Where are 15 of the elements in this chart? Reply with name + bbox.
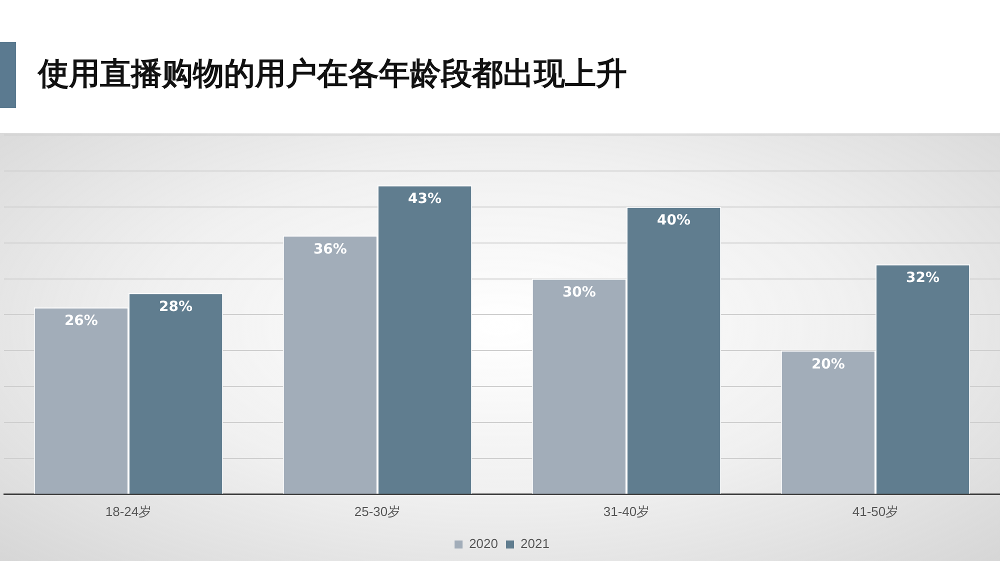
x-tick-label: 31-40岁 [603,504,650,519]
x-tick-label: 25-30岁 [354,504,401,519]
data-label: 36% [313,241,347,258]
data-label: 26% [64,313,98,330]
x-tick-label: 18-24岁 [105,504,152,519]
data-label: 40% [657,212,691,229]
data-label: 28% [159,298,193,315]
chart-title: 使用直播购物的用户在各年龄段都出现上升 [38,55,627,94]
legend-label: 2021 [520,536,550,552]
x-tick-label: 41-50岁 [852,504,899,519]
legend-label: 2020 [469,536,498,552]
data-label: 20% [811,356,845,372]
data-label: 32% [906,270,940,286]
data-label: 30% [562,284,596,300]
data-label: 43% [408,190,442,207]
